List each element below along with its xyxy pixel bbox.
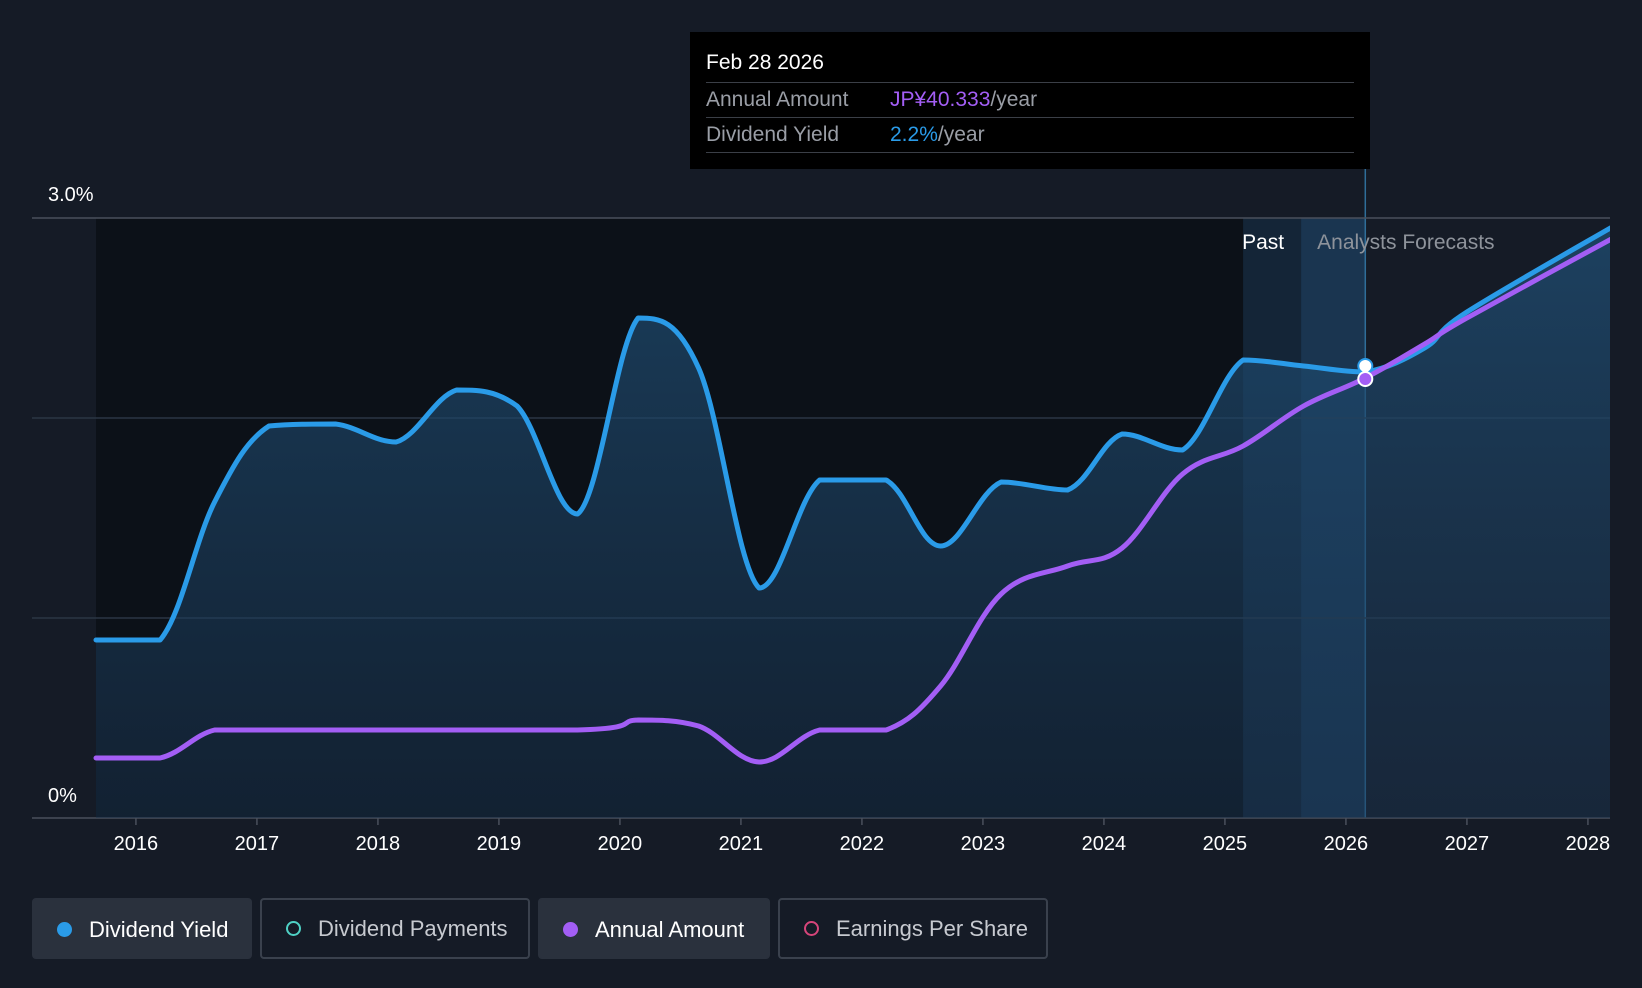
dot-icon [563, 922, 578, 937]
forecast-label: Analysts Forecasts [1317, 231, 1494, 254]
legend-earnings-per-share[interactable]: Earnings Per Share [778, 898, 1048, 959]
x-tick-label: 2022 [840, 833, 885, 855]
ring-icon [286, 921, 301, 936]
tooltip-value: JP¥40.333 [890, 88, 991, 111]
annual-amount-marker [1357, 371, 1374, 387]
x-tick-label: 2028 [1566, 833, 1611, 855]
x-tick-label: 2023 [961, 833, 1006, 855]
tooltip: Feb 28 2026 Annual Amount JP¥40.333/year… [690, 32, 1370, 169]
x-tick-label: 2024 [1082, 833, 1127, 855]
axis-labels: 3.0% 0% 2016 2017 2018 2019 2020 2021 2022 2023 20… [48, 184, 1610, 855]
tooltip-label: Dividend Yield [706, 123, 840, 146]
tooltip-unit: /year [937, 123, 985, 146]
tooltip-date: Feb 28 2026 [706, 48, 1354, 83]
x-tick-label: 2025 [1203, 833, 1248, 855]
legend-dividend-yield[interactable]: Dividend Yield [32, 898, 252, 959]
legend-label: Dividend Payments [318, 916, 508, 941]
x-tick-label: 2019 [477, 833, 522, 855]
dot-icon [57, 922, 72, 937]
tooltip-label: Annual Amount [706, 88, 849, 111]
tooltip-row-annual-amount: Annual Amount JP¥40.333/year [706, 83, 1354, 118]
tooltip-value: 2.2% [890, 123, 938, 146]
legend-label: Earnings Per Share [836, 916, 1028, 941]
legend-dividend-payments[interactable]: Dividend Payments [260, 898, 530, 959]
tooltip-unit: /year [990, 88, 1038, 111]
x-tick-label: 2018 [356, 833, 401, 855]
x-tick-label: 2020 [598, 833, 643, 855]
x-tick-label: 2017 [235, 833, 280, 855]
y-tick-label: 0% [48, 785, 77, 807]
x-tick-label: 2016 [114, 833, 159, 855]
x-tick-label: 2026 [1324, 833, 1369, 855]
tooltip-row-dividend-yield: Dividend Yield 2.2%/year [706, 118, 1354, 153]
legend-label: Annual Amount [595, 917, 745, 942]
x-tick-label: 2021 [719, 833, 764, 855]
hover-markers [1357, 358, 1374, 387]
past-label: Past [1242, 231, 1284, 254]
legend-annual-amount[interactable]: Annual Amount [538, 898, 770, 959]
x-tick-label: 2027 [1445, 833, 1490, 855]
legend-label: Dividend Yield [89, 917, 229, 942]
dividend-yield-marker [1357, 358, 1374, 374]
y-tick-label: 3.0% [48, 184, 94, 206]
ring-icon [804, 921, 819, 936]
dividend-yield-line [93, 225, 1610, 643]
